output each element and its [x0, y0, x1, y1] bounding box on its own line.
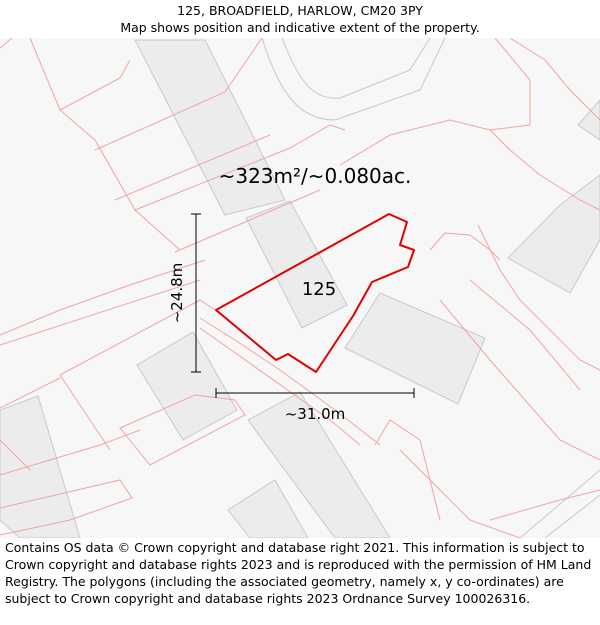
road-right	[519, 469, 600, 538]
width-label: ~31.0m	[285, 405, 346, 423]
map-canvas: ~323m²/~0.080ac. 125 ~24.8m ~31.0m	[0, 38, 600, 538]
boundary	[509, 38, 600, 121]
building	[227, 479, 309, 538]
road-outlines	[261, 38, 600, 538]
boundary	[0, 259, 206, 336]
boundary	[0, 439, 31, 471]
boundary	[29, 38, 181, 251]
boundary	[59, 299, 216, 376]
boundary	[59, 374, 111, 451]
boundary-lines	[0, 38, 600, 538]
boundary	[429, 232, 501, 261]
boundary	[0, 38, 13, 49]
copyright-attribution: Contains OS data © Crown copyright and d…	[5, 540, 592, 606]
building	[247, 391, 391, 538]
boundary	[0, 377, 61, 409]
building	[577, 99, 600, 141]
road-right-2	[544, 494, 600, 538]
boundary	[439, 299, 600, 461]
map-header: 125, BROADFIELD, HARLOW, CM20 3PY Map sh…	[0, 0, 600, 40]
boundary	[399, 449, 521, 538]
width-dimension-line	[215, 388, 415, 398]
building	[134, 39, 286, 216]
road-curve-outer	[261, 38, 446, 121]
map-view[interactable]: ~323m²/~0.080ac. 125 ~24.8m ~31.0m	[0, 38, 600, 538]
boundary	[374, 419, 441, 521]
height-label: ~24.8m	[168, 263, 186, 324]
building	[507, 174, 600, 294]
boundary	[494, 38, 531, 125]
boundary	[119, 394, 246, 466]
boundary	[0, 429, 141, 476]
building	[0, 395, 81, 538]
area-label: ~323m²/~0.080ac.	[219, 164, 412, 188]
building	[344, 292, 486, 405]
boundary	[134, 124, 331, 211]
boundary	[59, 59, 131, 111]
boundary	[489, 129, 600, 211]
boundary	[174, 189, 321, 253]
boundary	[0, 279, 201, 346]
building	[136, 331, 238, 441]
property-outline[interactable]	[215, 213, 415, 373]
boundary	[199, 317, 381, 446]
buildings	[0, 39, 600, 538]
boundary	[0, 479, 133, 536]
boundary	[339, 119, 531, 166]
boundary	[477, 224, 600, 371]
boundary	[199, 327, 361, 446]
road-curve-inner	[281, 38, 431, 99]
boundary	[489, 489, 600, 521]
map-subtitle: Map shows position and indicative extent…	[120, 20, 480, 35]
boundary	[329, 124, 346, 131]
plot-number-label: 125	[302, 279, 336, 300]
boundary	[94, 38, 263, 151]
property-address: 125, BROADFIELD, HARLOW, CM20 3PY	[177, 3, 423, 18]
height-dimension-line	[191, 213, 201, 373]
boundary	[114, 134, 271, 201]
boundary	[469, 279, 581, 391]
